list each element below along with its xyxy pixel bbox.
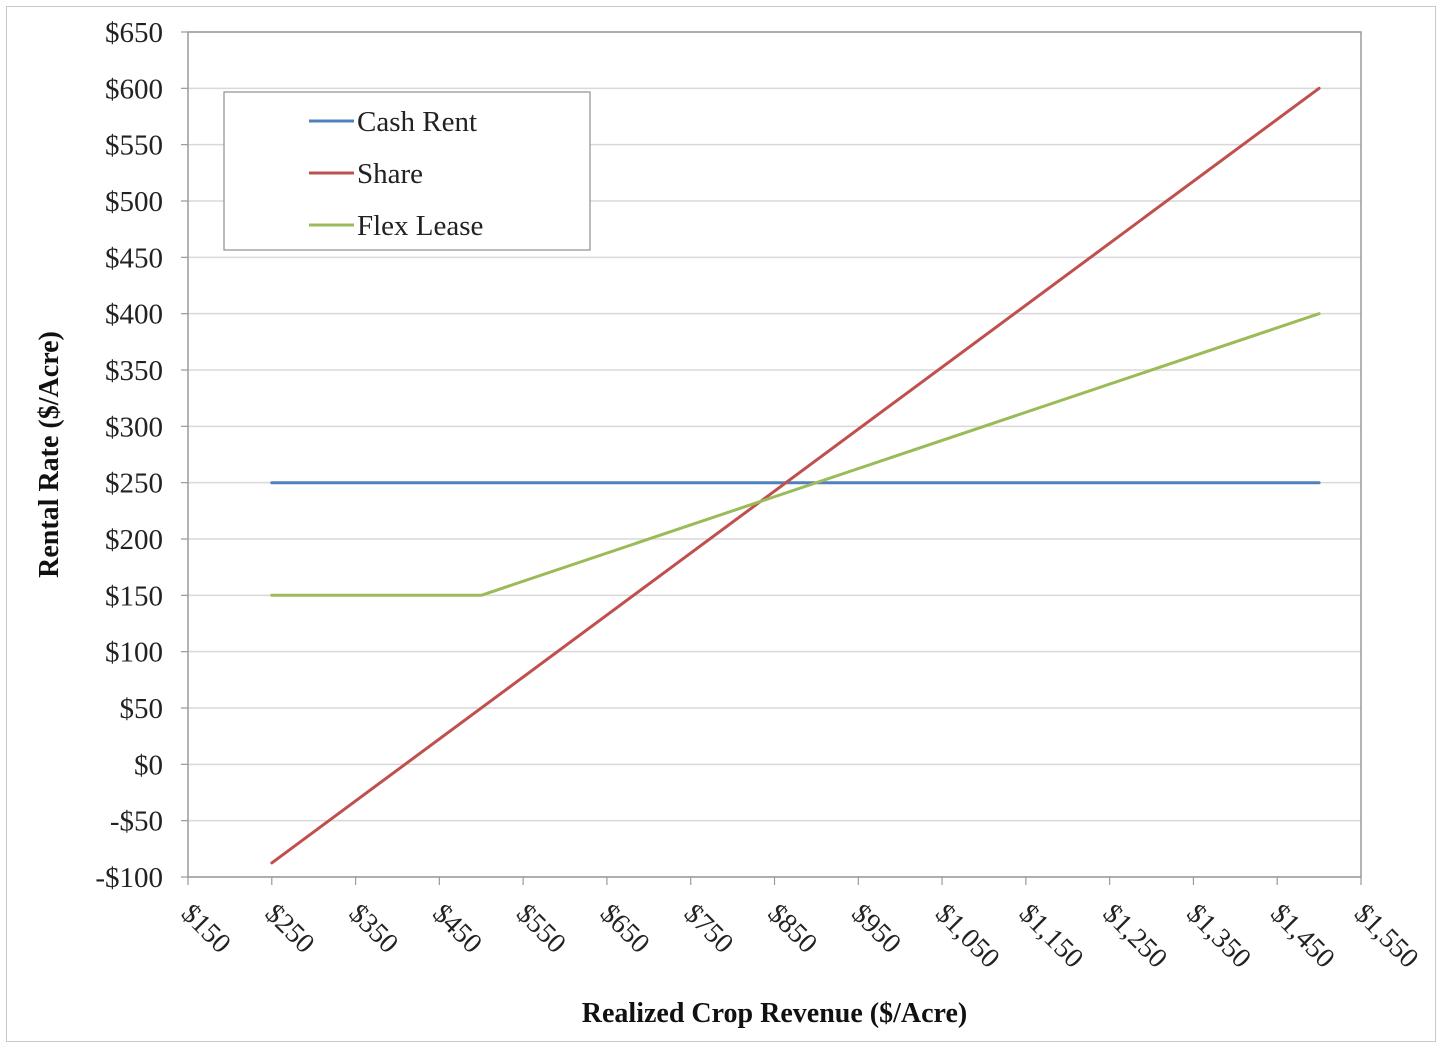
y-tick-label: $450 bbox=[105, 242, 163, 274]
x-tick-label: $550 bbox=[510, 898, 572, 960]
x-tick-label: $1,050 bbox=[929, 898, 1005, 974]
x-tick-label: $1,350 bbox=[1180, 898, 1256, 974]
legend-label-cash-rent: Cash Rent bbox=[357, 106, 477, 138]
y-tick-label: $100 bbox=[105, 637, 163, 669]
x-tick-label: $350 bbox=[343, 898, 405, 960]
legend: Cash Rent Share Flex Lease bbox=[223, 91, 591, 251]
y-axis-label: Rental Rate ($/Acre) bbox=[34, 331, 65, 578]
y-tick-label: $600 bbox=[105, 73, 163, 105]
legend-box bbox=[223, 91, 591, 251]
legend-label-share: Share bbox=[357, 158, 423, 190]
y-tick-label: $550 bbox=[105, 130, 163, 162]
x-tick-label: $250 bbox=[259, 898, 321, 960]
y-tick-label: $300 bbox=[105, 411, 163, 443]
y-axis: -$100 -$50 $0 $50 $100 $150 $200 $250 $300 $350 $4… bbox=[95, 17, 188, 894]
y-tick-label: $400 bbox=[105, 299, 163, 331]
x-tick-label: $1,250 bbox=[1097, 898, 1173, 974]
x-tick-label: $1,550 bbox=[1348, 898, 1424, 974]
x-axis: $150 $250 $350 $450 $550 $650 $750 $850 $950 $1,0… bbox=[175, 877, 1424, 974]
y-tick-label: $350 bbox=[105, 355, 163, 387]
x-tick-label: $150 bbox=[175, 898, 237, 960]
x-tick-label: $650 bbox=[594, 898, 656, 960]
x-tick-label: $450 bbox=[426, 898, 488, 960]
y-tick-label: $650 bbox=[105, 17, 163, 49]
y-tick-label: $50 bbox=[120, 693, 164, 725]
x-tick-label: $1,150 bbox=[1013, 898, 1089, 974]
series-line-flex-lease bbox=[270, 312, 1321, 597]
x-tick-label: $850 bbox=[762, 898, 824, 960]
x-tick-label: $1,450 bbox=[1264, 898, 1340, 974]
legend-label-flex-lease: Flex Lease bbox=[357, 210, 483, 242]
x-axis-label: Realized Crop Revenue ($/Acre) bbox=[582, 998, 967, 1029]
y-tick-label: -$100 bbox=[95, 862, 163, 894]
x-tick-label: $950 bbox=[845, 898, 907, 960]
series-layer bbox=[270, 86, 1321, 865]
y-tick-label: $0 bbox=[134, 749, 163, 781]
y-tick-label: $150 bbox=[105, 580, 163, 612]
y-tick-label: $250 bbox=[105, 468, 163, 500]
series-line-share bbox=[270, 86, 1321, 865]
x-tick-label: $750 bbox=[678, 898, 740, 960]
y-tick-label: $500 bbox=[105, 186, 163, 218]
y-tick-label: $200 bbox=[105, 524, 163, 556]
y-tick-label: -$50 bbox=[110, 806, 163, 838]
